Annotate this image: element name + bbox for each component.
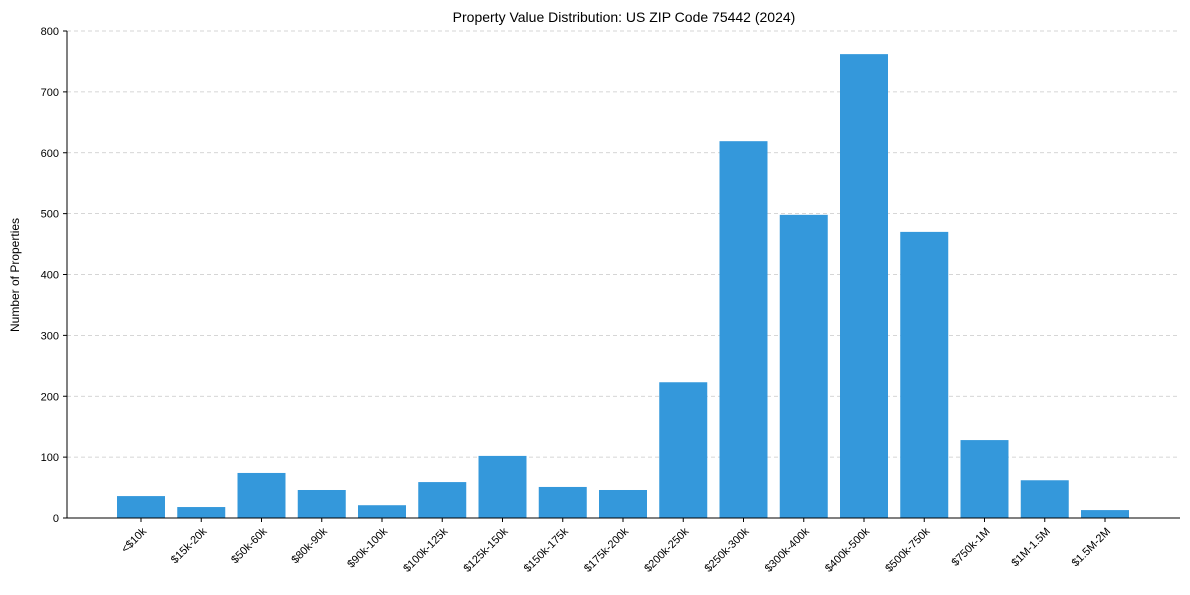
bar-$80k-90k <box>297 489 346 518</box>
x-tick-label: $500k-750k <box>883 525 932 574</box>
x-tick-label: $300k-400k <box>763 525 812 574</box>
bar-$15k-20k <box>177 507 226 518</box>
x-tick-label: $90k-100k <box>345 525 390 570</box>
x-tick-label: $15k-20k <box>169 525 210 566</box>
bar-$500k-750k <box>900 231 949 518</box>
y-tick-label: 200 <box>41 391 59 403</box>
y-axis-label: Number of Properties <box>8 218 22 332</box>
x-tick-label: $250k-300k <box>702 525 751 574</box>
x-tick-label: $1.5M-2M <box>1070 526 1114 570</box>
bar-$175k-200k <box>599 489 647 518</box>
x-tick-label: $400k-500k <box>823 525 872 574</box>
y-tick-label: 300 <box>41 330 59 342</box>
y-tick-label: 100 <box>41 452 59 464</box>
x-tick-label: $750k-1M <box>950 526 993 569</box>
bar-<$10k <box>117 496 165 518</box>
bar-$1.5M-2M <box>1081 510 1129 518</box>
y-tick-label: 400 <box>41 270 59 282</box>
x-tick-label: $175k-200k <box>582 525 631 574</box>
bar-$200k-250k <box>659 382 708 518</box>
bar-$125k-150k <box>478 455 527 518</box>
bar-$90k-100k <box>358 505 406 518</box>
bar-$250k-300k <box>719 141 768 518</box>
bar-$100k-125k <box>418 482 467 518</box>
x-tick-label: $200k-250k <box>642 525 691 574</box>
bar-$1M-1.5M <box>1020 480 1069 518</box>
bar-$750k-1M <box>960 440 1009 518</box>
y-tick-label: 600 <box>41 148 59 160</box>
x-tick-label: $125k-150k <box>461 525 510 574</box>
chart-title: Property Value Distribution: US ZIP Code… <box>453 9 796 25</box>
x-tick-label: $1M-1.5M <box>1009 526 1053 570</box>
y-tick-label: 500 <box>41 209 59 221</box>
bar-$150k-175k <box>538 486 587 518</box>
bar-$50k-60k <box>237 472 286 518</box>
y-tick-label: 800 <box>41 26 59 38</box>
x-tick-label: <$10k <box>119 525 149 555</box>
bar-$300k-400k <box>779 214 828 518</box>
bar-$400k-500k <box>840 54 888 518</box>
x-tick-label: $100k-125k <box>401 525 450 574</box>
y-tick-label: 0 <box>53 513 59 525</box>
x-tick-label: $50k-60k <box>229 525 270 566</box>
x-tick-label: $80k-90k <box>289 525 330 566</box>
y-tick-label: 700 <box>41 87 59 99</box>
x-tick-label: $150k-175k <box>522 525 571 574</box>
